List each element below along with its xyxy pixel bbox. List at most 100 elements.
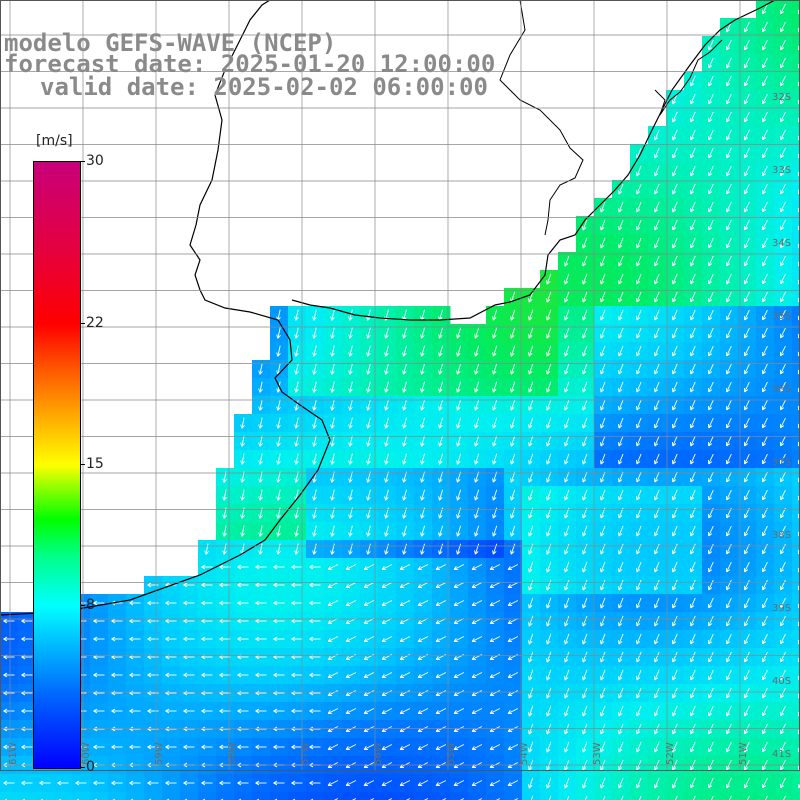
wind-cell [792,504,800,523]
wind-arrow [294,327,299,339]
wind-arrow [492,327,498,339]
wind-arrow [528,309,534,321]
wind-arrow [743,147,750,159]
latitude-label: 33S [772,165,791,176]
wind-arrow [725,147,732,159]
wind-arrow [564,381,570,393]
colorbar-tick-label: 30 [86,153,104,169]
wind-arrow [671,291,678,303]
wind-arrow [779,39,786,51]
wind-arrow [618,237,624,249]
wind-arrow [689,381,696,393]
wind-cell [540,792,559,800]
wind-arrow [725,93,732,105]
wind-arrow [779,255,786,267]
wind-cell [792,36,800,55]
wind-cell [666,792,685,800]
wind-cell [792,18,800,37]
wind-cell [792,288,800,307]
wind-cell [792,144,800,163]
wind-arrow [258,363,263,375]
wind-arrow [761,363,768,375]
wind-cell [792,630,800,649]
wind-cell [792,342,800,361]
wind-arrow [600,399,606,411]
wind-cell [792,162,800,181]
wind-arrow [725,417,732,429]
wind-arrow [528,291,534,303]
wind-arrow [707,381,714,393]
wind-arrow [707,39,714,51]
wind-arrow [743,309,750,321]
wind-arrow [240,417,245,429]
wind-arrow [366,345,371,357]
wind-cell [702,792,721,800]
wind-arrow [654,363,660,375]
wind-arrow [546,417,552,429]
wind-cell [792,306,800,325]
wind-arrow [636,399,642,411]
wind-arrow [671,129,678,141]
wind-arrow [600,381,606,393]
colorbar-tick-label: 0 [86,759,95,775]
wind-arrow [456,345,462,357]
wind-arrow [761,57,768,69]
wind-cell [594,792,613,800]
wind-arrow [779,57,786,69]
wind-arrow [600,273,606,285]
colorbar-tick-label: 15 [86,456,104,472]
wind-arrow [707,345,714,357]
wind-arrow [636,183,642,195]
wind-arrow [600,255,606,267]
wind-arrow [618,345,624,357]
wind-arrow [689,237,696,249]
wind-arrow [366,327,371,339]
wind-arrow [707,291,714,303]
wind-arrow [689,129,696,141]
wind-arrow [725,345,732,357]
wind-arrow [779,399,786,411]
wind-arrow [779,345,786,357]
wind-arrow [384,345,389,357]
wind-arrow [761,309,768,321]
wind-arrow [779,165,786,177]
wind-arrow [707,237,714,249]
wind-arrow [330,381,335,393]
wind-arrow [312,345,317,357]
wind-arrow [689,417,696,429]
wind-cell [144,792,163,800]
wind-arrow [474,345,480,357]
wind-arrow [618,363,624,375]
wind-arrow [402,399,407,411]
wind-arrow [564,273,570,285]
colorbar-unit: [m/s] [36,133,73,149]
wind-cell [288,792,307,800]
wind-arrow [725,21,732,33]
wind-arrow [528,363,534,375]
wind-cell [792,738,800,757]
wind-arrow [384,399,389,411]
longitude-label: 52W [665,742,676,765]
wind-arrow [438,345,444,357]
wind-arrow [528,399,534,411]
longitude-label: 57W [300,742,311,765]
wind-cell [792,252,800,271]
wind-arrow [366,381,371,393]
wind-arrow [689,93,696,105]
wind-arrow [689,345,696,357]
latitude-label: 37S [772,457,791,468]
wind-arrow [582,399,588,411]
wind-cell [792,54,800,73]
wind-arrow [654,291,660,303]
wind-arrow [779,237,786,249]
wind-arrow [707,93,714,105]
wind-cell [792,126,800,145]
wind-arrow [689,165,696,177]
wind-arrow [671,201,678,213]
wind-cell [414,792,433,800]
wind-cell [720,792,739,800]
wind-arrow [725,309,732,321]
wind-cell [792,720,800,739]
wind-arrow [636,363,642,375]
wind-arrow [636,219,642,231]
